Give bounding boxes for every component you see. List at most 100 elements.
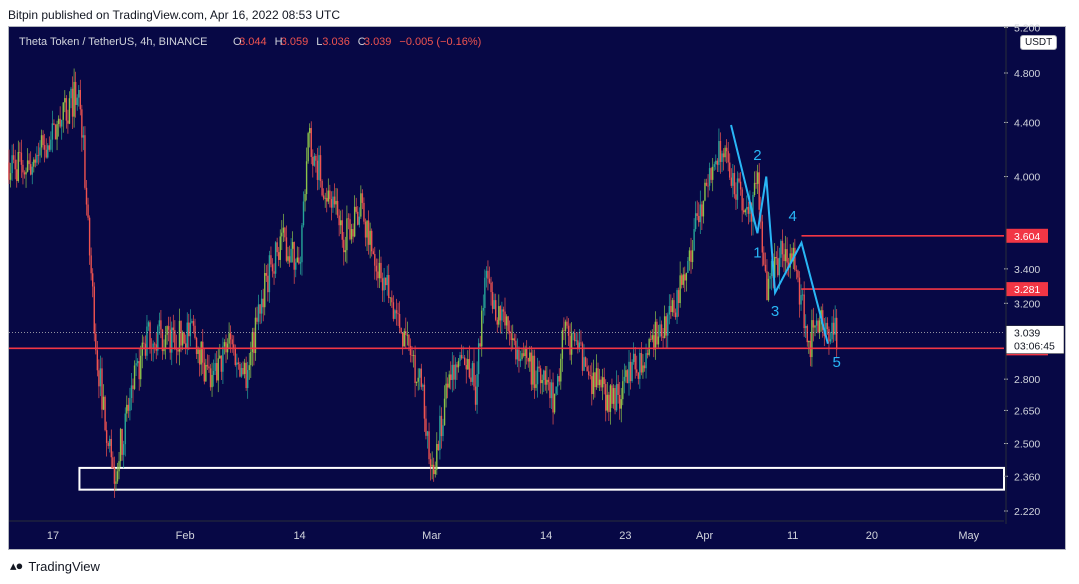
candle-body — [595, 368, 598, 388]
candle-body — [198, 349, 201, 365]
candle-body — [62, 102, 64, 120]
candle-body — [628, 361, 630, 384]
candle-body — [636, 369, 638, 373]
time-tick-label: 14 — [540, 530, 552, 542]
candle-body — [536, 366, 539, 385]
candle-body — [588, 371, 590, 376]
candle-body — [285, 237, 288, 261]
candle-body — [677, 290, 680, 304]
candle-body — [642, 365, 644, 373]
candle-body — [123, 444, 125, 455]
candle-body — [208, 366, 210, 369]
support-zone-box[interactable] — [78, 466, 1005, 491]
candle-body — [705, 182, 708, 186]
candle-body — [589, 375, 591, 377]
candle-body — [101, 368, 103, 410]
candle-body — [369, 230, 371, 245]
price-tick-label: 4.800 — [1014, 68, 1040, 80]
candle-body — [16, 169, 18, 182]
candle-body — [572, 333, 574, 334]
candle-body — [388, 275, 390, 298]
candle-body — [181, 332, 184, 346]
current-price-text: 3.039 — [1014, 328, 1040, 340]
candle-body — [690, 250, 692, 263]
candle-body — [798, 277, 801, 305]
candle-body — [318, 155, 320, 180]
candle-body — [825, 322, 827, 336]
chart-frame[interactable] — [8, 26, 1066, 550]
candle-body — [319, 155, 322, 181]
candle-body — [698, 215, 700, 223]
candle-body — [113, 468, 116, 484]
candle-body — [242, 368, 244, 375]
candle-body — [71, 88, 74, 117]
candle-body — [521, 353, 523, 359]
candle-body — [141, 342, 143, 356]
candle-body — [753, 182, 756, 196]
elliott-wave-path[interactable] — [730, 124, 829, 345]
candle-body — [274, 242, 277, 274]
currency-button[interactable]: USDT — [1020, 35, 1058, 50]
candle-body — [429, 459, 432, 467]
candle-body — [547, 379, 550, 383]
candle-body — [192, 321, 195, 326]
candle-body — [411, 355, 413, 356]
candle-body — [105, 430, 108, 443]
candle-body — [679, 275, 681, 304]
candle-body — [502, 309, 505, 312]
candle-body — [216, 363, 218, 381]
candle-body — [526, 347, 528, 358]
candle-body — [646, 353, 649, 355]
candle-body — [561, 330, 564, 359]
candle-body — [253, 332, 255, 354]
candle-body — [347, 218, 350, 220]
candle-body — [811, 320, 813, 358]
candle-body — [626, 370, 629, 384]
candle-body — [329, 190, 331, 200]
candle-body — [693, 229, 695, 251]
candle-body — [632, 353, 635, 363]
candle-body — [30, 164, 32, 175]
candle-body — [756, 172, 759, 184]
candle-body — [801, 294, 804, 296]
candle-body — [468, 359, 471, 378]
candle-body — [448, 374, 450, 388]
candle-body — [360, 193, 362, 217]
candle-body — [327, 190, 329, 202]
price-tick-label: 2.220 — [1014, 506, 1040, 518]
candle-body — [443, 398, 446, 426]
candle-body — [149, 322, 151, 348]
candle-body — [488, 278, 491, 283]
candle-body — [167, 326, 170, 330]
candle-body — [183, 332, 185, 344]
candle-body — [470, 377, 472, 382]
candle-body — [82, 135, 85, 138]
candle-body — [671, 300, 674, 313]
candle-body — [36, 154, 38, 163]
candle-body — [457, 360, 460, 368]
price-tick-label: 4.000 — [1014, 172, 1040, 184]
candle-body — [437, 443, 440, 451]
candle-body — [363, 202, 365, 222]
candle-body — [681, 275, 683, 285]
candle-body — [555, 386, 557, 394]
candle-body — [248, 365, 250, 371]
candle-body — [229, 333, 232, 340]
candle-body — [20, 152, 23, 165]
candle-body — [79, 89, 81, 110]
candle-body — [81, 109, 83, 138]
candle-body — [240, 368, 243, 377]
candle-body — [335, 200, 337, 205]
candle-body — [400, 327, 402, 333]
candle-body — [481, 310, 483, 347]
candle-body — [553, 393, 556, 413]
candle-body — [143, 342, 145, 344]
candle-body — [691, 250, 694, 263]
candle-body — [65, 98, 68, 121]
candle-body — [465, 365, 467, 370]
candle-body — [116, 471, 119, 482]
candle-body — [250, 352, 252, 366]
candle-body — [612, 388, 615, 404]
candle-body — [112, 457, 114, 469]
